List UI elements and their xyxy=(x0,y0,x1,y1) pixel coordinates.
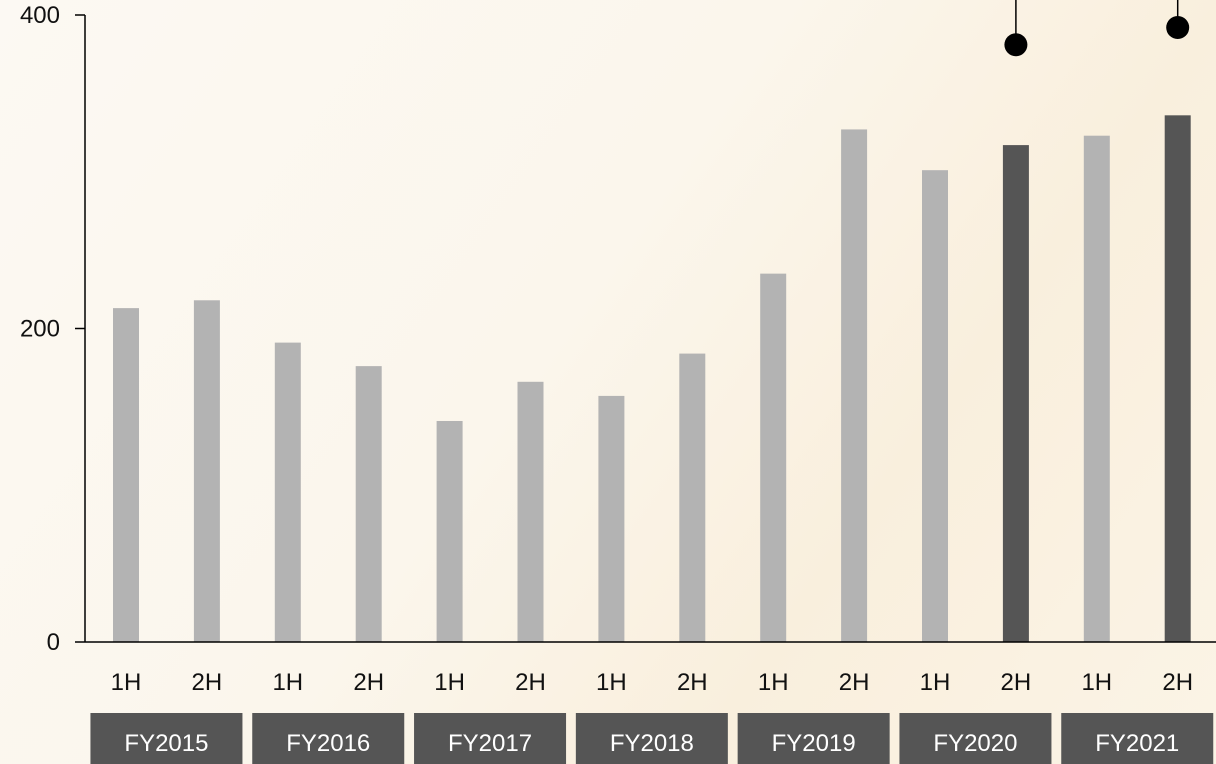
x-tick-label-1: 2H xyxy=(192,669,223,696)
group-label-0: FY2015 xyxy=(124,730,208,757)
group-label-4: FY2019 xyxy=(772,730,856,757)
bar-5 xyxy=(517,381,544,642)
bar-10 xyxy=(922,170,948,642)
x-tick-label-7: 2H xyxy=(677,669,708,696)
bar-1 xyxy=(193,300,220,642)
markers-layer xyxy=(1004,0,1190,57)
axes-layer: 0 200 400 xyxy=(20,2,1216,656)
y-tick-label-1: 200 xyxy=(20,316,60,343)
group-label-1: FY2016 xyxy=(286,730,370,757)
y-tick-label-0: 0 xyxy=(47,629,60,656)
x-tick-label-6: 1H xyxy=(596,669,627,696)
group-label-6: FY2021 xyxy=(1095,730,1179,757)
x-tick-label-11: 2H xyxy=(1001,669,1032,696)
group-labels-layer: FY2015 FY2016 FY2017 FY2018 FY2019 FY2020 FY20… xyxy=(90,713,1214,764)
bar-13 xyxy=(1164,115,1191,642)
x-labels-layer: 1H 2H 1H 2H 1H 2H 1H 2H 1H 2H 1H 2H 1H 2H xyxy=(111,669,1193,696)
group-label-5: FY2020 xyxy=(933,730,1017,757)
group-label-2: FY2017 xyxy=(448,730,532,757)
x-tick-label-9: 2H xyxy=(839,669,870,696)
x-tick-label-12: 1H xyxy=(1081,669,1112,696)
group-box-4 xyxy=(737,713,890,764)
x-tick-label-5: 2H xyxy=(515,669,546,696)
group-box-6 xyxy=(1061,713,1214,764)
x-tick-label-10: 1H xyxy=(920,669,951,696)
marker-dot-1 xyxy=(1166,16,1190,40)
x-tick-label-2: 1H xyxy=(272,669,303,696)
group-box-5 xyxy=(899,713,1052,764)
bar-9 xyxy=(841,129,868,643)
bar-2 xyxy=(274,342,301,642)
x-tick-label-13: 2H xyxy=(1162,669,1193,696)
group-box-1 xyxy=(252,713,405,764)
y-tick-label-2: 400 xyxy=(20,2,60,29)
bar-8 xyxy=(760,273,787,642)
x-tick-label-8: 1H xyxy=(758,669,789,696)
group-box-0 xyxy=(90,713,243,764)
group-box-3 xyxy=(575,713,728,764)
bar-7 xyxy=(679,353,706,642)
x-tick-label-4: 1H xyxy=(434,669,465,696)
bar-12 xyxy=(1083,135,1110,642)
x-tick-label-3: 2H xyxy=(353,669,384,696)
bar-11 xyxy=(1002,145,1029,643)
bar-0 xyxy=(113,308,139,642)
bar-3 xyxy=(355,366,382,642)
x-tick-label-0: 1H xyxy=(111,669,142,696)
bar-4 xyxy=(436,420,463,642)
bar-6 xyxy=(598,395,625,642)
marker-dot-0 xyxy=(1004,33,1028,57)
bars-layer xyxy=(113,115,1191,643)
group-label-3: FY2018 xyxy=(610,730,694,757)
group-box-2 xyxy=(414,713,567,764)
